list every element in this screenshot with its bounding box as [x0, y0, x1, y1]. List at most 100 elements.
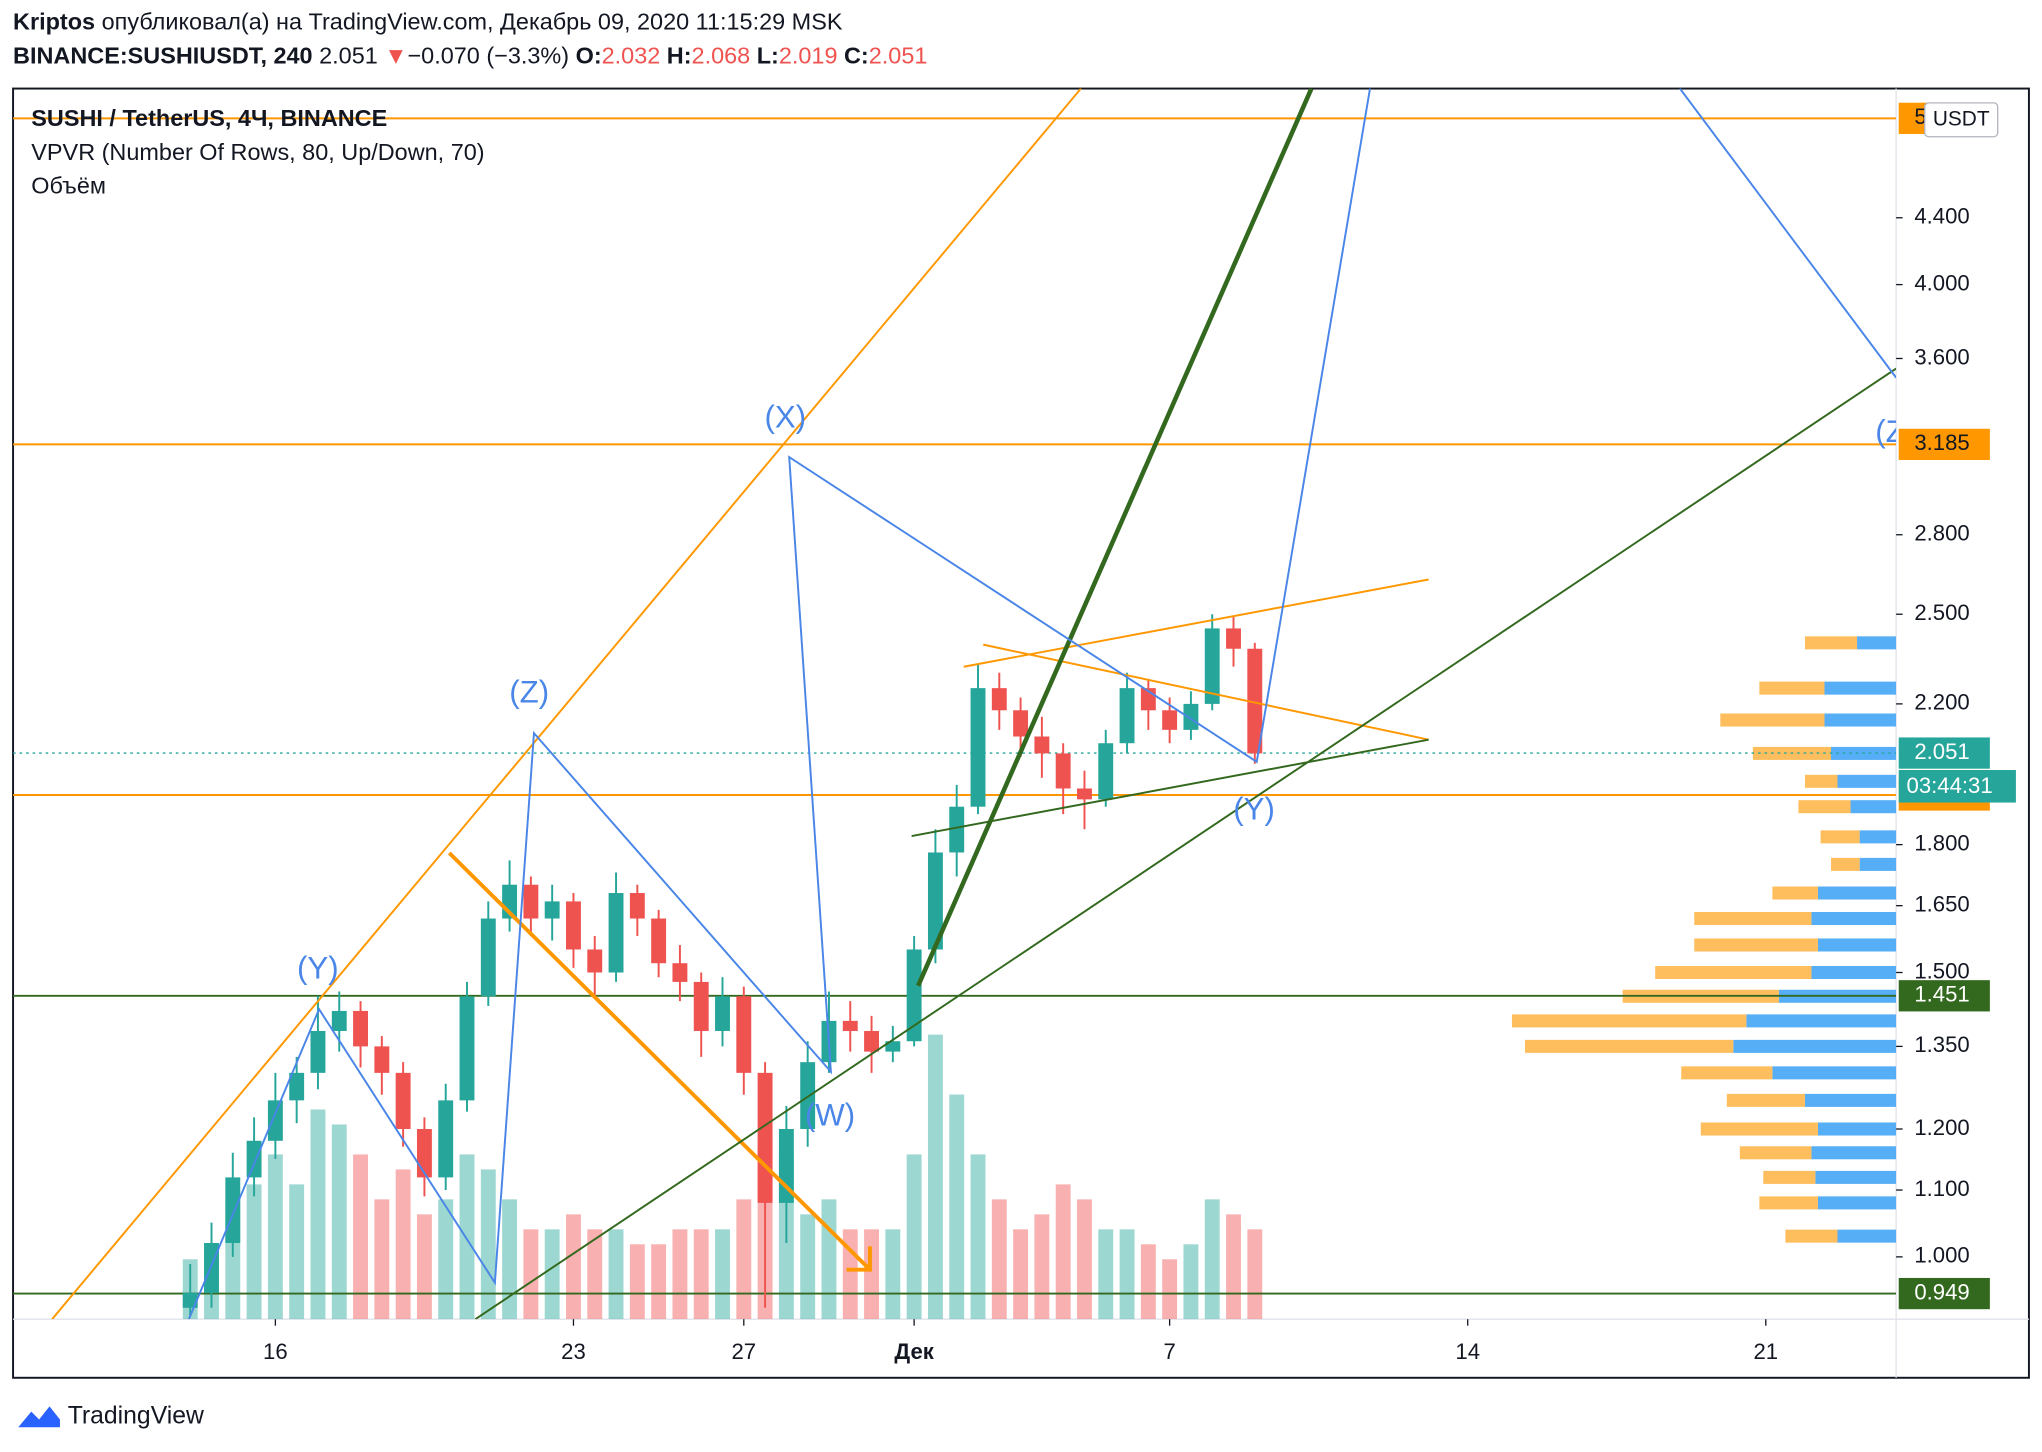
- volume-bar: [502, 1199, 518, 1320]
- y-tick-label: 2.200: [1914, 690, 1969, 715]
- vpvr-down: [1830, 857, 1860, 871]
- volume-bar: [523, 1229, 539, 1320]
- vpvr-up: [1857, 636, 1897, 650]
- volume-bar: [736, 1199, 752, 1320]
- level-box: [1898, 428, 1990, 461]
- candle-body: [906, 949, 922, 1042]
- vpvr-down: [1759, 1196, 1818, 1210]
- volume-bar: [1055, 1184, 1071, 1320]
- candle-body: [182, 1292, 198, 1308]
- vpvr-up: [1837, 774, 1897, 788]
- vpvr-up: [1811, 1146, 1897, 1160]
- vpvr-up: [1817, 938, 1897, 952]
- candle-body: [927, 852, 943, 950]
- vpvr-up: [1817, 1196, 1897, 1210]
- candle-body: [1226, 628, 1241, 649]
- volume-bar: [374, 1199, 390, 1320]
- volume-bar: [1247, 1229, 1263, 1320]
- vpvr-up: [1859, 830, 1897, 844]
- candle-body: [629, 893, 645, 919]
- volume-bar: [991, 1199, 1007, 1320]
- vpvr-down: [1739, 1146, 1812, 1160]
- x-tick-label: 16: [263, 1339, 288, 1364]
- vpvr-down: [1785, 1229, 1838, 1243]
- level-box: [1898, 980, 1990, 1012]
- green-thick: [916, 88, 1314, 987]
- candle-body: [672, 963, 688, 982]
- volume-bar: [864, 1229, 879, 1320]
- volume-bar: [310, 1109, 326, 1320]
- l: 2.019: [779, 42, 838, 68]
- vpvr-down: [1804, 774, 1838, 788]
- candle-body: [842, 1020, 858, 1031]
- volume-bar: [416, 1214, 432, 1320]
- vpvr-down: [1694, 938, 1818, 952]
- volume-bar: [629, 1244, 645, 1320]
- volume-bar: [693, 1229, 709, 1320]
- volume-bar: [1226, 1214, 1241, 1320]
- vpvr-up: [1811, 912, 1897, 926]
- countdown-box: [1898, 770, 2016, 803]
- vpvr-up: [1746, 1014, 1897, 1028]
- candle-body: [438, 1100, 454, 1178]
- vpvr-up: [1817, 886, 1897, 900]
- x-tick-label: 7: [1163, 1339, 1175, 1364]
- axis-layer: 1.000 1.100 1.200 1.350 1.500 1.650 1.800 2.200…: [263, 102, 2016, 1364]
- candle-body: [736, 996, 752, 1073]
- candle-body: [651, 918, 667, 964]
- candle-body: [608, 893, 624, 973]
- vpvr-layer: [1511, 636, 1897, 1243]
- h-label: H:: [667, 42, 692, 68]
- volume-bar: [1034, 1214, 1050, 1320]
- vpvr-down: [1524, 1039, 1734, 1053]
- author: Kriptos: [13, 9, 95, 35]
- vpvr-down: [1804, 636, 1858, 650]
- h: 2.068: [692, 42, 751, 68]
- c: 2.051: [869, 42, 928, 68]
- volume-bar: [289, 1184, 305, 1320]
- candle-body: [1247, 648, 1263, 754]
- y-tick-label: 1.000: [1914, 1243, 1969, 1268]
- volume-bar: [480, 1169, 496, 1320]
- candle-body: [715, 996, 730, 1031]
- candle-body: [289, 1072, 305, 1101]
- y-tick-label: 4.000: [1914, 270, 1969, 295]
- vpvr-down: [1681, 1066, 1773, 1080]
- arrow: ▼: [384, 42, 407, 68]
- volume-bar: [1098, 1229, 1114, 1320]
- volume-bar: [800, 1214, 816, 1320]
- candle-body: [757, 1072, 773, 1203]
- vpvr-down: [1726, 1093, 1805, 1107]
- vpvr-up: [1817, 1122, 1897, 1136]
- currency[interactable]: USDT: [1933, 107, 1990, 130]
- volume-bar: [544, 1229, 560, 1320]
- volume-bar: [885, 1229, 901, 1320]
- arrow-head: [846, 1246, 872, 1272]
- vpvr-down: [1820, 830, 1860, 844]
- arrow-line: [447, 851, 872, 1272]
- wave-line-2: [1679, 88, 1897, 379]
- vpvr-down: [1759, 681, 1825, 695]
- y-tick-label: 2.500: [1914, 600, 1969, 625]
- volume-bar: [1183, 1244, 1199, 1320]
- vpvr-up: [1804, 1093, 1897, 1107]
- vpvr-down: [1798, 800, 1851, 814]
- vpvr-down: [1720, 713, 1825, 727]
- volume-bar: [331, 1124, 347, 1320]
- y-tick-label: 2.800: [1914, 521, 1969, 546]
- level-label: 0.949: [1914, 1279, 1969, 1304]
- currency-button[interactable]: [1924, 102, 1999, 138]
- volume-bar: [246, 1184, 262, 1320]
- volume-bar: [927, 1034, 943, 1320]
- vpvr-down: [1655, 965, 1812, 980]
- legend-volume: Объём: [31, 173, 106, 199]
- y-tick-label: 1.800: [1914, 830, 1969, 855]
- candle-body: [1183, 703, 1199, 730]
- candle-body: [480, 918, 496, 997]
- volume-bar: [267, 1154, 283, 1320]
- triangle-upper: [963, 578, 1429, 668]
- candle-body: [566, 901, 581, 950]
- volume-bar: [949, 1094, 965, 1320]
- vpvr-down: [1700, 1122, 1818, 1136]
- y-tick-label: 1.350: [1914, 1032, 1969, 1057]
